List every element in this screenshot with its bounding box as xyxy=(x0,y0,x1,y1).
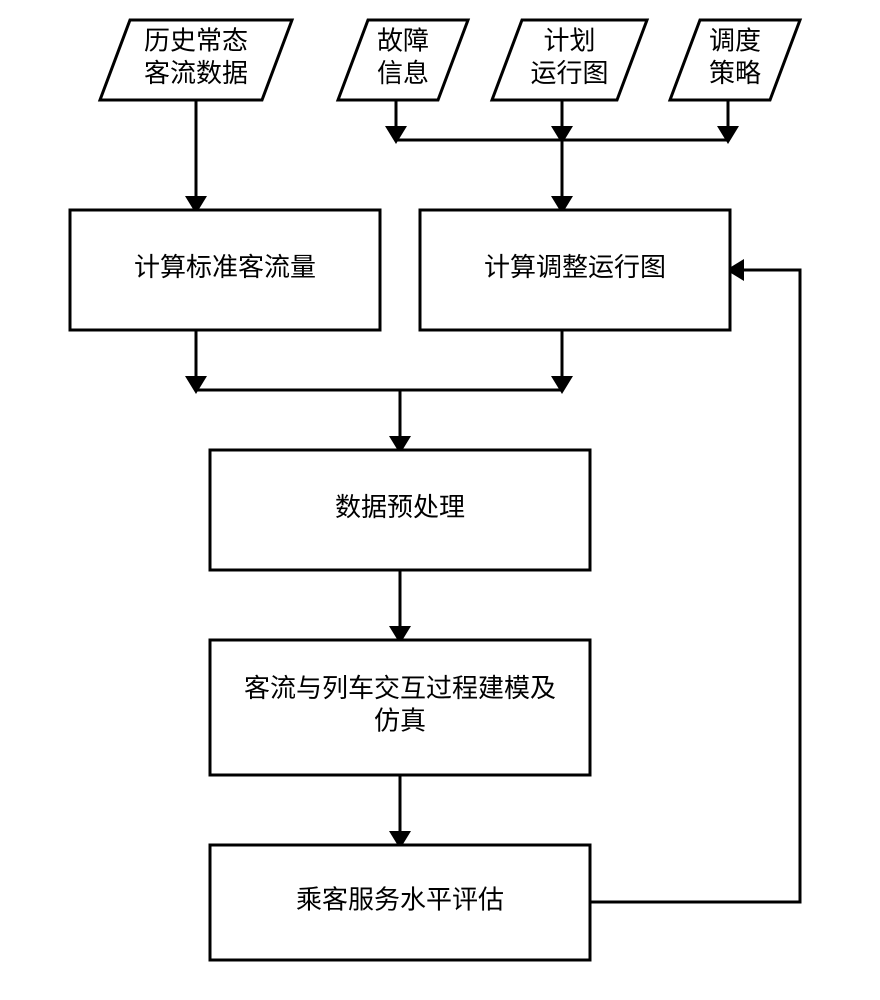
node-label-line1: 计划 xyxy=(543,27,595,56)
node-preprocess: 数据预处理 xyxy=(210,450,590,570)
node-label-line2: 运行图 xyxy=(530,59,608,88)
node-label: 数据预处理 xyxy=(335,493,465,522)
node-label-line1: 调度 xyxy=(709,27,761,56)
node-in_strategy: 调度策略 xyxy=(670,20,800,100)
node-label-line1: 客流与列车交互过程建模及 xyxy=(244,674,556,703)
nodes-layer: 历史常态客流数据故障信息计划运行图调度策略计算标准客流量计算调整运行图数据预处理… xyxy=(70,20,800,960)
node-calc_adj: 计算调整运行图 xyxy=(420,210,730,330)
node-sim: 客流与列车交互过程建模及仿真 xyxy=(210,640,590,775)
node-label: 计算调整运行图 xyxy=(484,253,666,282)
node-eval: 乘客服务水平评估 xyxy=(210,845,590,960)
node-label-line2: 仿真 xyxy=(374,707,426,736)
node-calc_std: 计算标准客流量 xyxy=(70,210,380,330)
node-label: 乘客服务水平评估 xyxy=(296,885,504,914)
flowchart-canvas: 历史常态客流数据故障信息计划运行图调度策略计算标准客流量计算调整运行图数据预处理… xyxy=(0,0,880,1000)
node-in_fault: 故障信息 xyxy=(338,20,468,100)
node-label-line2: 策略 xyxy=(709,59,761,88)
node-in_history: 历史常态客流数据 xyxy=(100,20,292,100)
node-label-line1: 故障 xyxy=(377,27,429,56)
node-label-line2: 客流数据 xyxy=(144,59,248,88)
edge-feedback xyxy=(590,270,800,902)
node-in_plan: 计划运行图 xyxy=(492,20,647,100)
node-label-line2: 信息 xyxy=(377,59,429,88)
node-label: 计算标准客流量 xyxy=(134,253,316,282)
node-label-line1: 历史常态 xyxy=(144,27,248,56)
